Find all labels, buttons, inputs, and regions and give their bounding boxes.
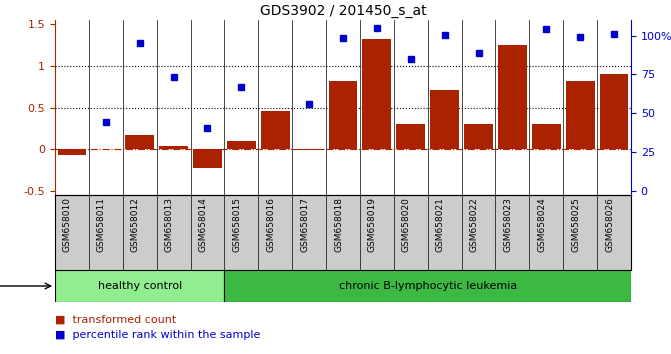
Bar xyxy=(295,149,323,150)
Bar xyxy=(224,270,631,302)
Text: GSM658017: GSM658017 xyxy=(300,197,309,252)
Text: ■  transformed count: ■ transformed count xyxy=(55,315,176,325)
Bar xyxy=(430,90,459,149)
Text: GSM658010: GSM658010 xyxy=(63,197,72,252)
Bar xyxy=(159,146,188,149)
Bar xyxy=(227,141,256,149)
Bar xyxy=(125,135,154,149)
Text: GSM658012: GSM658012 xyxy=(131,197,140,252)
Bar xyxy=(566,81,595,149)
Text: GSM658026: GSM658026 xyxy=(605,197,614,252)
Text: GSM658011: GSM658011 xyxy=(97,197,106,252)
Bar xyxy=(58,149,87,155)
Bar xyxy=(193,149,222,167)
Bar xyxy=(600,74,629,149)
Text: chronic B-lymphocytic leukemia: chronic B-lymphocytic leukemia xyxy=(339,281,517,291)
Bar xyxy=(397,124,425,149)
Text: GSM658019: GSM658019 xyxy=(368,197,377,252)
Text: GSM658016: GSM658016 xyxy=(266,197,275,252)
Bar xyxy=(532,124,561,149)
Title: GDS3902 / 201450_s_at: GDS3902 / 201450_s_at xyxy=(260,4,426,18)
Bar xyxy=(464,124,493,149)
Text: ■  percentile rank within the sample: ■ percentile rank within the sample xyxy=(55,330,260,340)
Text: GSM658024: GSM658024 xyxy=(537,197,546,252)
Text: GSM658013: GSM658013 xyxy=(164,197,174,252)
Bar xyxy=(498,45,527,149)
Bar xyxy=(362,39,391,149)
Text: GSM658014: GSM658014 xyxy=(199,197,207,252)
Text: GSM658020: GSM658020 xyxy=(402,197,411,252)
Bar xyxy=(261,111,290,149)
Text: GSM658025: GSM658025 xyxy=(571,197,580,252)
Text: GSM658021: GSM658021 xyxy=(435,197,445,252)
Text: GSM658022: GSM658022 xyxy=(470,197,478,252)
Text: healthy control: healthy control xyxy=(97,281,182,291)
Text: GSM658018: GSM658018 xyxy=(334,197,343,252)
Text: GSM658023: GSM658023 xyxy=(503,197,513,252)
Text: GSM658015: GSM658015 xyxy=(232,197,242,252)
Bar xyxy=(55,270,224,302)
Bar xyxy=(329,81,358,149)
